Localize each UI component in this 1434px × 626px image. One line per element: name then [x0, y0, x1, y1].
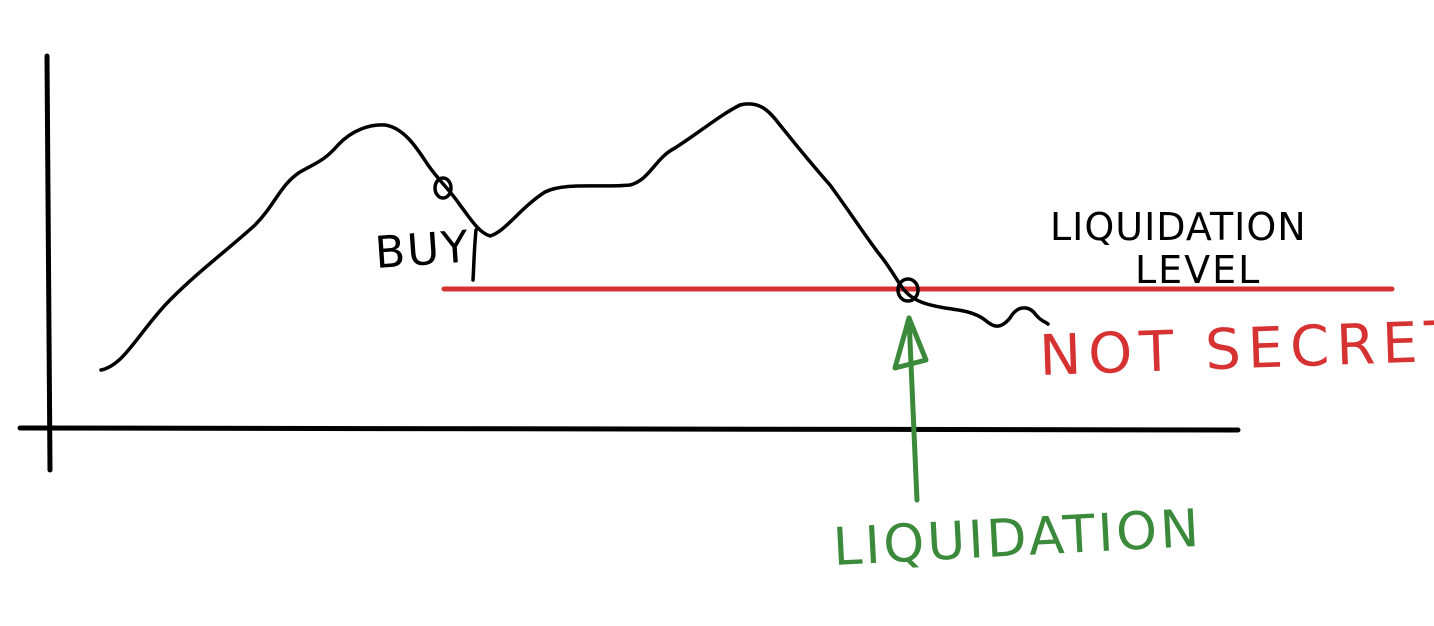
y-axis	[44, 53, 53, 473]
liquidation-level-label-line2: LEVEL	[1135, 248, 1261, 292]
liquidation-arrow-shaft	[906, 315, 920, 503]
axes	[17, 53, 1241, 473]
liquidation-level-label-line1: LIQUIDATION	[1050, 205, 1307, 249]
x-axis	[17, 425, 1241, 433]
buy-label: BUY	[373, 221, 472, 279]
buy-tick	[471, 228, 478, 282]
liquidation-marker-circle	[896, 277, 920, 303]
liquidation-arrow	[892, 315, 929, 503]
liquidation-label: LIQUIDATION	[832, 499, 1204, 578]
price-line	[99, 102, 1050, 372]
buy-marker-circle	[433, 176, 453, 200]
not-secret-label: NOT SECRET	[1038, 309, 1434, 389]
liquidation-arrow-head	[892, 315, 929, 371]
